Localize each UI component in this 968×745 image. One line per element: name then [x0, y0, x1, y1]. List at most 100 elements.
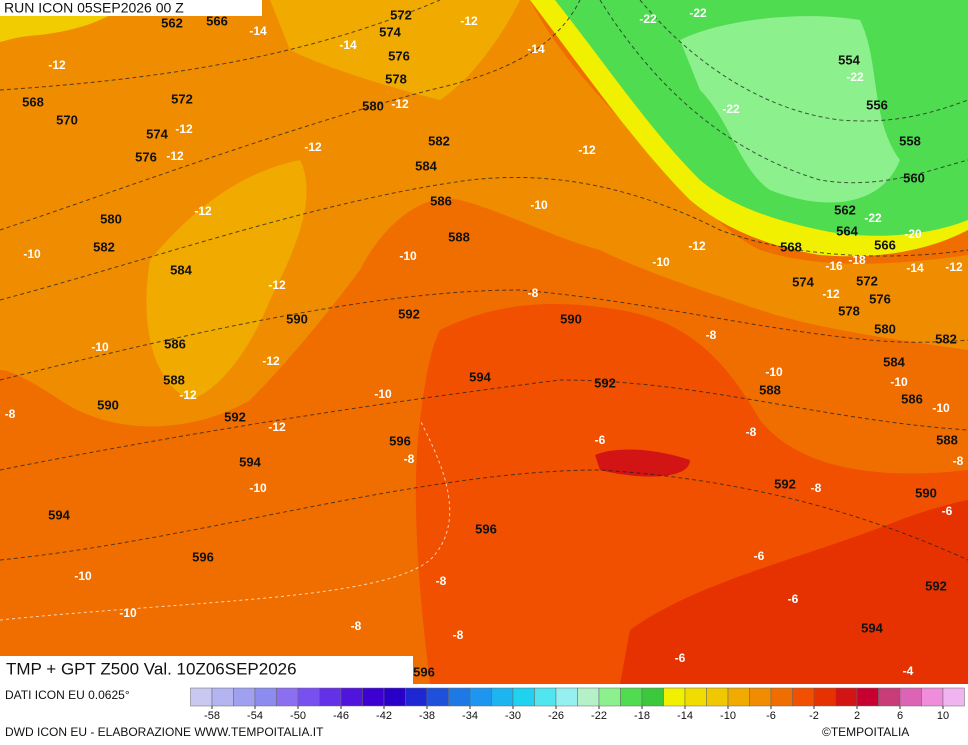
geopotential-label: 580	[100, 211, 122, 226]
temperature-label: -10	[652, 255, 670, 269]
colorbar-box	[254, 687, 277, 707]
geopotential-label: 562	[161, 15, 183, 30]
field-hotter	[620, 500, 968, 684]
geopotential-label: 558	[899, 133, 921, 148]
colorbar-box	[534, 687, 557, 707]
geopotential-label: 588	[163, 372, 185, 387]
temperature-label: -8	[953, 454, 964, 468]
colorbar-tick-label: -58	[204, 710, 220, 722]
colorbar-box	[641, 687, 664, 707]
geopotential-label: 594	[48, 507, 70, 522]
colorbar-box	[727, 687, 750, 707]
geopotential-label: 592	[398, 306, 420, 321]
geopotential-label: 588	[448, 229, 470, 244]
geopotential-label: 592	[774, 476, 796, 491]
temperature-label: -10	[765, 365, 783, 379]
geopotential-label: 566	[874, 237, 896, 252]
colorbar-tick-label: 6	[897, 710, 903, 722]
temperature-label: -14	[527, 42, 545, 56]
temperature-label: -8	[351, 619, 362, 633]
geopotential-label: 596	[475, 521, 497, 536]
geopotential-label: 582	[935, 331, 957, 346]
colorbar-box	[233, 687, 256, 707]
field-hottest	[595, 449, 690, 477]
temperature-label: -14	[249, 24, 267, 38]
geopotential-label: 572	[171, 91, 193, 106]
colorbar-tick-label: -22	[591, 710, 607, 722]
geopotential-label: 596	[413, 664, 435, 679]
temperature-label: -6	[675, 651, 686, 665]
run-label: RUN ICON 05SEP2026 00 Z	[4, 0, 184, 16]
geopotential-label: 590	[97, 397, 119, 412]
geopotential-label: 584	[170, 262, 192, 277]
temperature-label: -8	[436, 574, 447, 588]
temperature-label: -12	[48, 58, 66, 72]
isohypse	[0, 0, 581, 231]
isohypse	[0, 469, 968, 561]
colorbar-tick-label: -30	[505, 710, 521, 722]
colorbar-box	[856, 687, 879, 707]
geopotential-label: 574	[379, 24, 401, 39]
geopotential-label: 588	[936, 432, 958, 447]
geopotential-label: 594	[469, 369, 491, 384]
temperature-label: -10	[374, 387, 392, 401]
geopotential-label: 592	[925, 578, 947, 593]
geopotential-label: 582	[428, 133, 450, 148]
colorbar-box	[555, 687, 578, 707]
temperature-label: -8	[746, 425, 757, 439]
colorbar-box	[297, 687, 320, 707]
colorbar-tick-label: -38	[419, 710, 435, 722]
colorbar-tick-label: -14	[677, 710, 693, 722]
colorbar-tick-label: -54	[247, 710, 263, 722]
geopotential-label: 576	[388, 48, 410, 63]
temperature-label: -12	[460, 14, 478, 28]
temperature-label: -10	[119, 606, 137, 620]
colorbar-box	[448, 687, 471, 707]
geopotential-label: 594	[239, 454, 261, 469]
colorbar-box	[340, 687, 363, 707]
geopotential-label: 570	[56, 112, 78, 127]
temperature-label: -14	[339, 38, 357, 52]
geopotential-label: 586	[164, 336, 186, 351]
isohypse	[639, 0, 968, 122]
temperature-label: -22	[722, 102, 740, 116]
colorbar-box	[620, 687, 643, 707]
colorbar-box	[684, 687, 707, 707]
geopotential-label: 576	[869, 291, 891, 306]
geopotential-label: 586	[901, 391, 923, 406]
colorbar-box	[942, 687, 965, 707]
colorbar-box	[792, 687, 815, 707]
geopotential-label: 588	[759, 382, 781, 397]
temperature-label: -8	[453, 628, 464, 642]
colorbar-box	[813, 687, 836, 707]
temperature-label: -8	[5, 407, 16, 421]
temperature-label: -22	[639, 12, 657, 26]
contour-labels: 562 566 572 574 576 578 568 570 572 574 576 580 582 5…	[5, 6, 964, 679]
geopotential-label: 580	[874, 321, 896, 336]
colorbar-box	[426, 687, 449, 707]
colorbar-box	[362, 687, 385, 707]
temperature-label: -8	[706, 328, 717, 342]
isohypse	[0, 379, 968, 471]
colorbar-box	[405, 687, 428, 707]
geopotential-label: 568	[22, 94, 44, 109]
temperature-label: -4	[903, 664, 914, 678]
isohypse	[0, 176, 968, 301]
colorbar-tick-label: -34	[462, 710, 478, 722]
isotherm	[0, 419, 451, 621]
temperature-label: -10	[23, 247, 41, 261]
geopotential-label: 576	[135, 149, 157, 164]
temperature-label: -12	[822, 287, 840, 301]
geopotential-label: 586	[430, 193, 452, 208]
colorbar-box	[878, 687, 901, 707]
colorbar-box	[706, 687, 729, 707]
temperature-label: -10	[932, 401, 950, 415]
geopotential-label: 572	[856, 273, 878, 288]
colorbar-box	[899, 687, 922, 707]
geopotential-label: 574	[146, 126, 168, 141]
field-light-green	[680, 16, 900, 203]
field-mild	[146, 160, 307, 400]
colorbar-tick-label: -50	[290, 710, 306, 722]
temperature-label: -12	[945, 260, 963, 274]
temperature-label: -10	[74, 569, 92, 583]
